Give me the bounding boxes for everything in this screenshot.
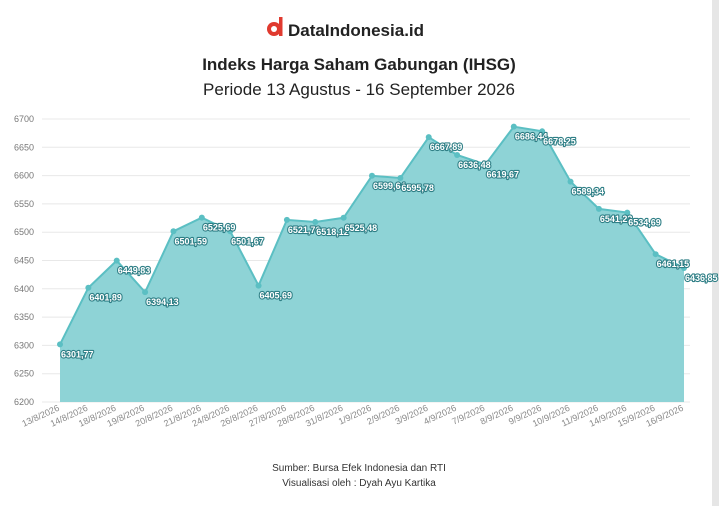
value-label: 6636,48 [458, 160, 491, 170]
point [369, 172, 375, 179]
value-label: 6461,15 [657, 259, 690, 269]
source: Sumber: Bursa Efek Indonesia dan RTI [272, 463, 446, 474]
y-tick-label: 6400 [14, 284, 34, 294]
value-label: 6518,12 [316, 227, 349, 237]
value-label: 6521,76 [288, 225, 321, 235]
value-label: 6525,69 [203, 223, 236, 233]
value-label: 6589,34 [572, 187, 605, 197]
point [170, 228, 177, 235]
y-tick-label: 6550 [14, 199, 34, 209]
chart-subtitle: Periode 13 Agustus - 16 September 2026 [203, 80, 515, 99]
point [113, 257, 120, 264]
value-label: 6686,44 [515, 132, 548, 142]
value-label: 6678,25 [543, 136, 576, 146]
y-tick-label: 6600 [14, 171, 34, 181]
brand: DataIndonesia.id [288, 21, 424, 40]
point [624, 209, 631, 216]
point [85, 284, 92, 291]
y-tick-label: 6450 [14, 256, 34, 266]
point [57, 341, 63, 348]
point [567, 178, 574, 185]
value-label: 6525,48 [345, 223, 378, 233]
point [283, 216, 290, 223]
chart-title: Indeks Harga Saham Gabungan (IHSG) [202, 55, 516, 74]
point [595, 205, 602, 212]
y-tick-label: 6500 [14, 227, 34, 237]
value-label: 6534,69 [628, 218, 661, 228]
scrollbar [712, 0, 719, 506]
value-label: 6301,77 [61, 349, 94, 359]
value-label: 6501,59 [174, 236, 207, 246]
y-tick-label: 6200 [14, 397, 34, 407]
value-label: 6595,78 [401, 183, 434, 193]
area [60, 126, 684, 402]
point [482, 161, 489, 168]
point [397, 174, 404, 181]
point [142, 289, 149, 296]
y-tick-label: 6250 [14, 369, 34, 379]
value-label: 6394,13 [146, 297, 179, 307]
point [312, 218, 319, 225]
point [425, 134, 432, 141]
value-label: 6667,89 [430, 142, 463, 152]
credit: Visualisasi oleh : Dyah Ayu Kartika [282, 478, 436, 489]
y-tick-label: 6300 [14, 340, 34, 350]
point [510, 123, 517, 130]
y-tick-label: 6650 [14, 142, 34, 152]
value-label: 6436,85 [685, 273, 718, 283]
logo [267, 17, 283, 36]
value-label: 6501,67 [231, 236, 264, 246]
point [454, 151, 461, 158]
point [681, 264, 687, 271]
point [652, 251, 659, 258]
y-tick-label: 6350 [14, 312, 34, 322]
point [198, 214, 205, 221]
point [227, 228, 234, 235]
value-label: 6449,83 [118, 266, 151, 276]
value-label: 6401,89 [89, 293, 122, 303]
y-tick-label: 6700 [14, 114, 34, 124]
value-label: 6599,64 [373, 181, 406, 191]
point [255, 282, 262, 289]
point [539, 128, 546, 135]
point [340, 214, 347, 221]
value-label: 6405,69 [260, 291, 293, 301]
value-label: 6541,22 [600, 214, 633, 224]
value-label: 6619,67 [486, 169, 519, 179]
